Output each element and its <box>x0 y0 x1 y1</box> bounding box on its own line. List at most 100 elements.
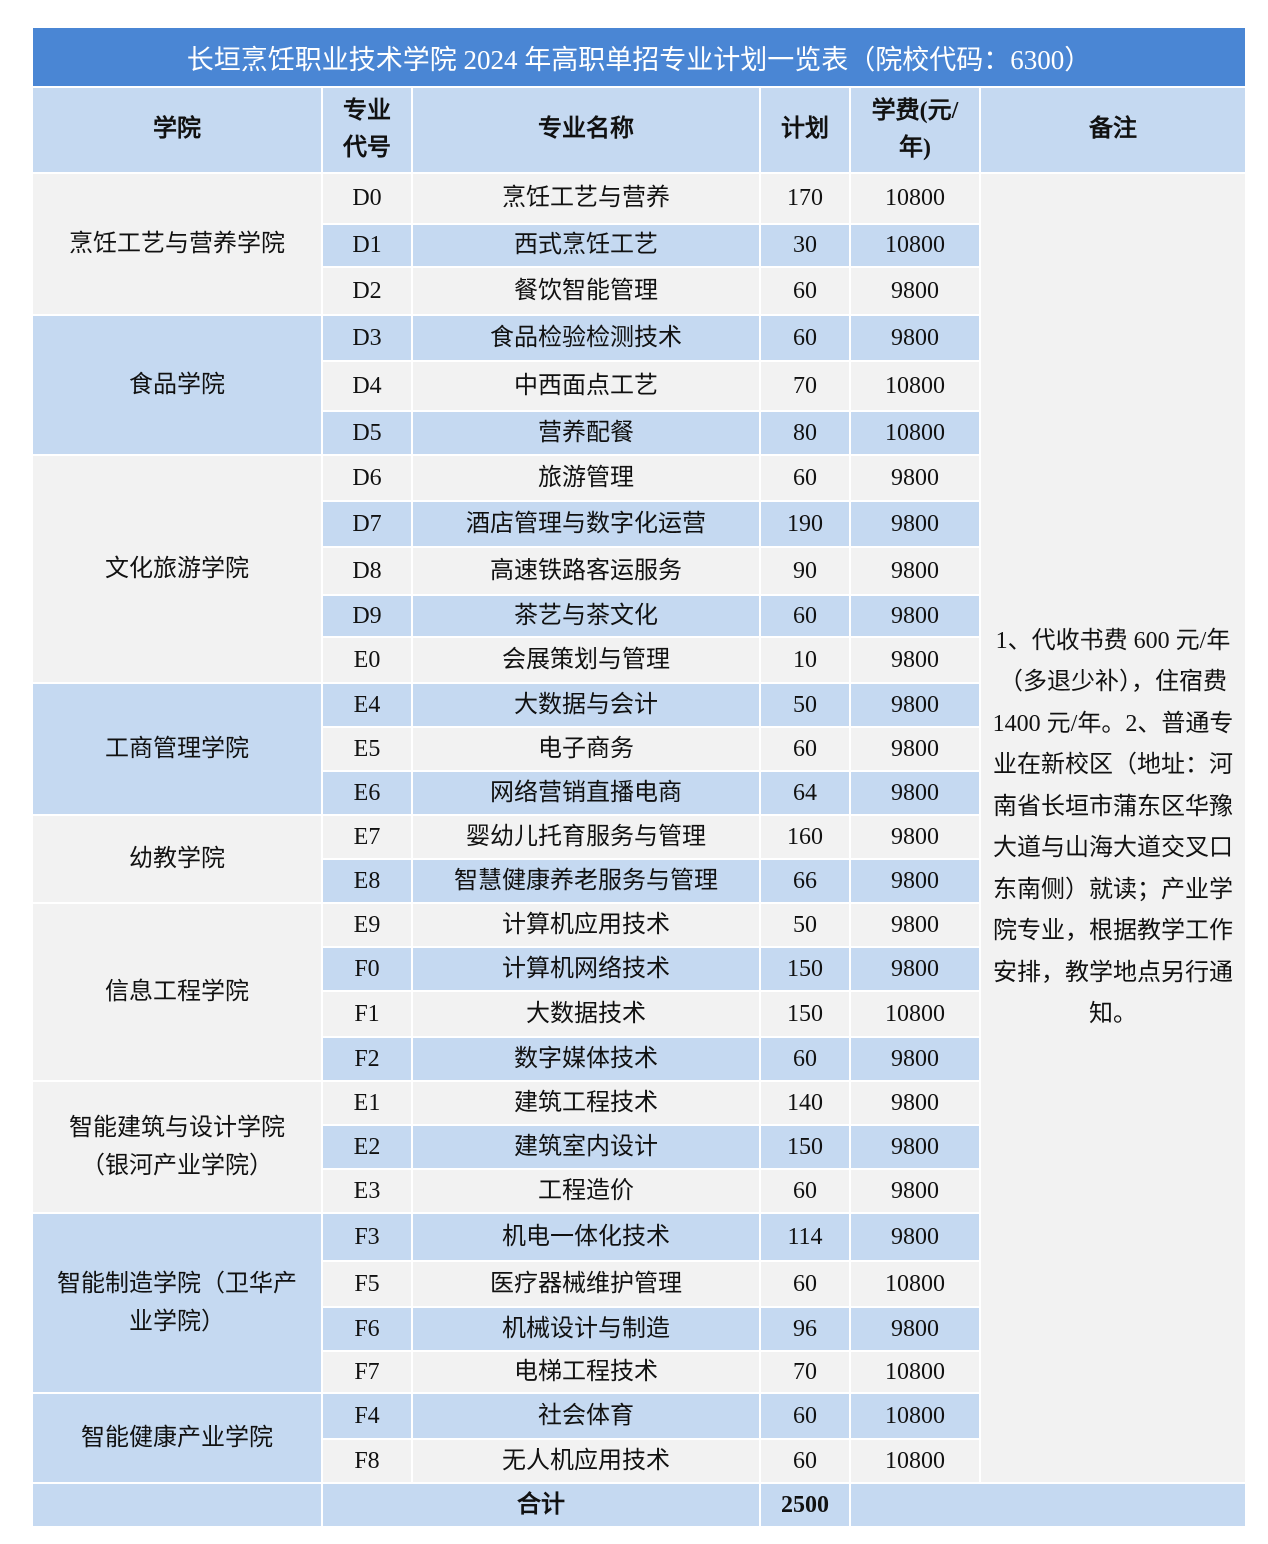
major-plan: 60 <box>761 1170 849 1212</box>
major-plan: 170 <box>761 174 849 223</box>
major-code: E2 <box>323 1126 411 1168</box>
major-plan: 160 <box>761 816 849 858</box>
table-row: D8 高速铁路客运服务 90 9800 <box>33 548 1245 594</box>
major-name: 智慧健康养老服务与管理 <box>413 860 759 902</box>
header-college: 学院 <box>33 88 321 172</box>
major-fee: 9800 <box>851 1082 979 1124</box>
major-fee: 9800 <box>851 684 979 726</box>
major-fee: 9800 <box>851 638 979 682</box>
major-fee: 9800 <box>851 1170 979 1212</box>
major-code: D8 <box>323 548 411 594</box>
major-code: E8 <box>323 860 411 902</box>
total-plan: 2500 <box>761 1484 849 1526</box>
total-label: 合计 <box>323 1484 759 1526</box>
table-row: D2 餐饮智能管理 60 9800 <box>33 268 1245 314</box>
major-code: F4 <box>323 1394 411 1438</box>
major-name: 计算机网络技术 <box>413 948 759 990</box>
table-row: 智能健康产业学院 F4 社会体育 60 10800 <box>33 1394 1245 1482</box>
major-name: 无人机应用技术 <box>413 1440 759 1482</box>
table-row: F1 大数据技术 150 10800 <box>33 992 1245 1036</box>
major-plan: 96 <box>761 1308 849 1350</box>
major-fee: 10800 <box>851 412 979 454</box>
major-name: 高速铁路客运服务 <box>413 548 759 594</box>
major-plan: 60 <box>761 456 849 500</box>
table-row: F6 机械设计与制造 96 9800 <box>33 1308 1245 1350</box>
major-name: 医疗器械维护管理 <box>413 1262 759 1306</box>
college-name: 信息工程学院 <box>33 904 321 1080</box>
major-plan: 140 <box>761 1082 849 1124</box>
major-name: 食品检验检测技术 <box>413 316 759 360</box>
major-name: 会展策划与管理 <box>413 638 759 682</box>
total-blank <box>33 1484 321 1526</box>
table-row: E8 智慧健康养老服务与管理 66 9800 <box>33 860 1245 902</box>
college-name: 工商管理学院 <box>33 684 321 814</box>
major-name: 电子商务 <box>413 728 759 770</box>
table-row: 幼教学院 E7 婴幼儿托育服务与管理 160 9800 <box>33 816 1245 902</box>
major-name: 中西面点工艺 <box>413 362 759 410</box>
total-blank-right <box>851 1484 1245 1526</box>
major-fee: 9800 <box>851 1214 979 1260</box>
major-plan: 114 <box>761 1214 849 1260</box>
table-row: 工商管理学院 E4 大数据与会计 50 9800 <box>33 684 1245 814</box>
major-plan: 90 <box>761 548 849 594</box>
major-plan: 50 <box>761 904 849 946</box>
major-plan: 64 <box>761 772 849 814</box>
major-code: E6 <box>323 772 411 814</box>
header-plan: 计划 <box>761 88 849 172</box>
table-row: F0 计算机网络技术 150 9800 <box>33 948 1245 990</box>
major-code: D4 <box>323 362 411 410</box>
major-plan: 10 <box>761 638 849 682</box>
major-code: D7 <box>323 502 411 546</box>
major-name: 婴幼儿托育服务与管理 <box>413 816 759 858</box>
major-plan: 60 <box>761 1440 849 1482</box>
table-row: 烹饪工艺与营养学院 D0 烹饪工艺与营养 170 10800 1、代收书费 600 元/年… <box>33 174 1245 1482</box>
major-fee: 9800 <box>851 1038 979 1080</box>
major-fee: 9800 <box>851 596 979 636</box>
major-code: E9 <box>323 904 411 946</box>
table-row: D5 营养配餐 80 10800 <box>33 412 1245 454</box>
major-code: E4 <box>323 684 411 726</box>
table-row: F8 无人机应用技术 60 10800 <box>33 1440 1245 1482</box>
total-row: 合计 2500 <box>33 1484 1245 1526</box>
table-row: D1 西式烹饪工艺 30 10800 <box>33 225 1245 266</box>
major-code: E3 <box>323 1170 411 1212</box>
major-fee: 9800 <box>851 316 979 360</box>
major-fee: 9800 <box>851 1126 979 1168</box>
table-row: 文化旅游学院 D6 旅游管理 60 9800 <box>33 456 1245 682</box>
major-name: 计算机应用技术 <box>413 904 759 946</box>
table-row: E2 建筑室内设计 150 9800 <box>33 1126 1245 1168</box>
major-plan: 70 <box>761 362 849 410</box>
major-fee: 9800 <box>851 772 979 814</box>
major-code: E0 <box>323 638 411 682</box>
major-fee: 10800 <box>851 174 979 223</box>
major-name: 酒店管理与数字化运营 <box>413 502 759 546</box>
major-fee: 10800 <box>851 1352 979 1392</box>
major-plan: 60 <box>761 1262 849 1306</box>
major-fee: 10800 <box>851 1394 979 1438</box>
major-plan: 66 <box>761 860 849 902</box>
major-fee: 9800 <box>851 1308 979 1350</box>
table-row: E0 会展策划与管理 10 9800 <box>33 638 1245 682</box>
major-name: 大数据技术 <box>413 992 759 1036</box>
major-code: E5 <box>323 728 411 770</box>
major-code: F1 <box>323 992 411 1036</box>
major-fee: 9800 <box>851 548 979 594</box>
header-major: 专业名称 <box>413 88 759 172</box>
major-fee: 9800 <box>851 816 979 858</box>
table-row: 信息工程学院 E9 计算机应用技术 50 9800 <box>33 904 1245 1080</box>
table-row: F7 电梯工程技术 70 10800 <box>33 1352 1245 1392</box>
major-code: F3 <box>323 1214 411 1260</box>
major-name: 烹饪工艺与营养 <box>413 174 759 223</box>
major-plan: 80 <box>761 412 849 454</box>
major-name: 大数据与会计 <box>413 684 759 726</box>
major-code: D3 <box>323 316 411 360</box>
major-code: F8 <box>323 1440 411 1482</box>
major-code: F0 <box>323 948 411 990</box>
major-code: D6 <box>323 456 411 500</box>
major-fee: 9800 <box>851 456 979 500</box>
table-row: 智能制造学院（卫华产业学院） F3 机电一体化技术 114 9800 <box>33 1214 1245 1392</box>
major-plan: 60 <box>761 268 849 314</box>
major-plan: 150 <box>761 992 849 1036</box>
major-code: E7 <box>323 816 411 858</box>
major-fee: 10800 <box>851 992 979 1036</box>
